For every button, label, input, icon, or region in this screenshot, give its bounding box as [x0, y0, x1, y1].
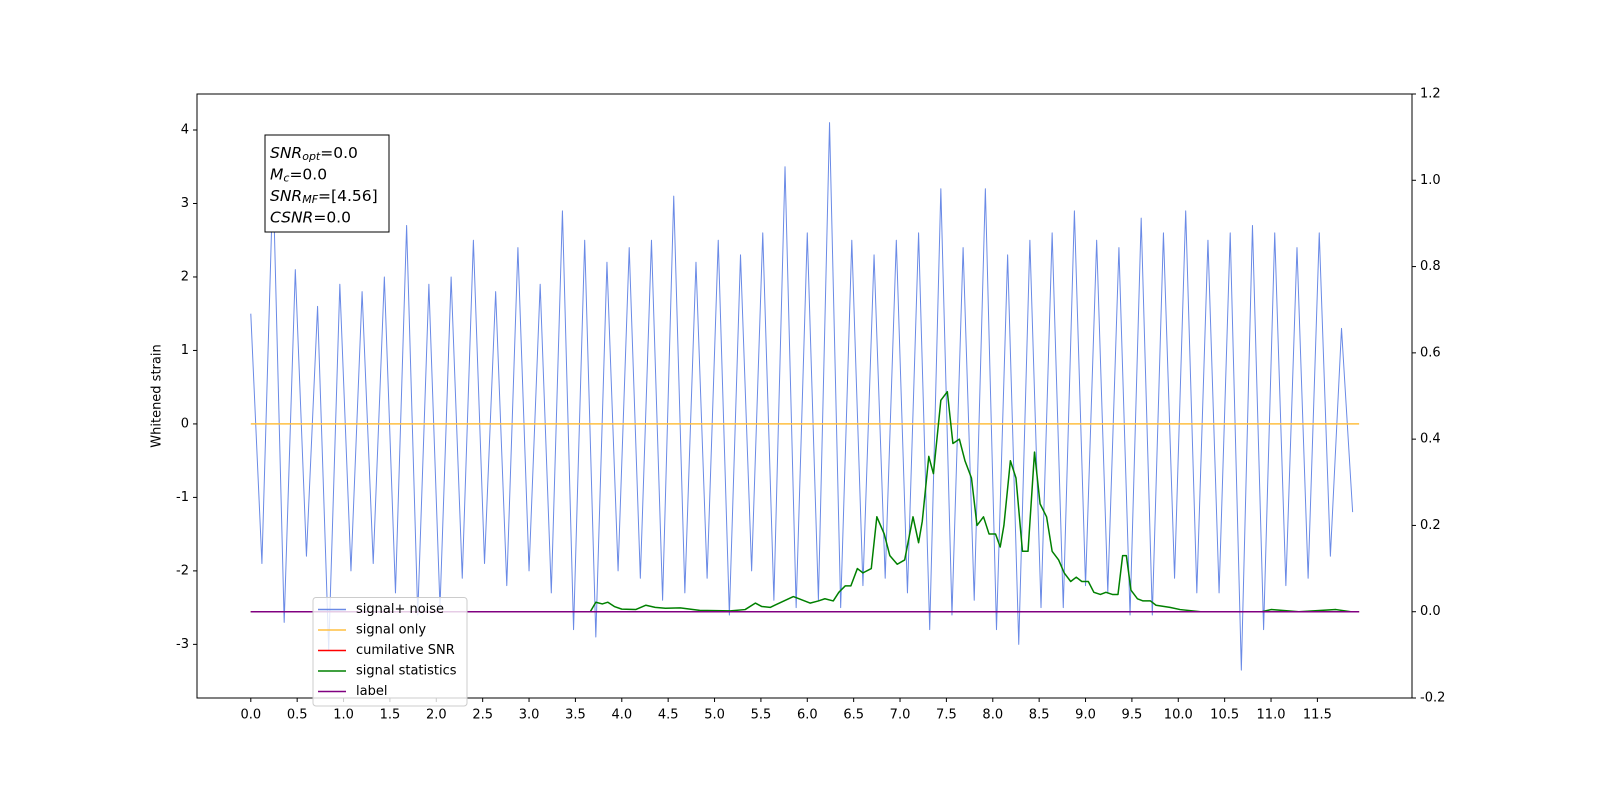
- x-tick-label: 1.0: [333, 708, 354, 723]
- x-tick-label: 8.5: [1029, 708, 1050, 723]
- x-tick-label: 11.5: [1303, 708, 1332, 723]
- y-tick-label: 2: [181, 269, 189, 284]
- x-tick-label: 5.5: [751, 708, 772, 723]
- y-tick-label: -3: [176, 637, 189, 652]
- y2-tick-label: 0.6: [1420, 345, 1441, 360]
- legend-label: cumilative SNR: [356, 643, 455, 658]
- annotation-line: CSNR=0.0: [270, 208, 351, 226]
- x-tick-label: 9.0: [1075, 708, 1096, 723]
- annotation-subscript: c: [283, 172, 289, 185]
- annotation-subscript: MF: [302, 193, 318, 206]
- annotation-symbol: CSNR: [270, 208, 313, 226]
- legend: signal+ noise signal only cumilative SNR si…: [312, 597, 468, 707]
- legend-label: signal only: [356, 623, 426, 638]
- y-tick-label: 0: [181, 416, 189, 431]
- x-tick-label: 1.5: [380, 708, 401, 723]
- x-tick-label: 7.0: [890, 708, 911, 723]
- legend-label: signal statistics: [356, 664, 457, 679]
- series-line: [250, 390, 1351, 613]
- annotation-value: =0.0: [313, 208, 351, 226]
- x-tick-label: 11.0: [1257, 708, 1286, 723]
- y2-tick-label: 0.4: [1420, 432, 1441, 447]
- x-tick-label: 9.5: [1122, 708, 1143, 723]
- annotation-symbol: SNR: [270, 144, 302, 162]
- x-tick-label: 4.0: [611, 708, 632, 723]
- annotation-line: SNRopt=0.0: [270, 144, 358, 164]
- y2-tick-label: 0.2: [1420, 518, 1441, 533]
- x-tick-label: 2.5: [472, 708, 493, 723]
- x-tick-label: 4.5: [658, 708, 679, 723]
- axes-frame: [196, 93, 1413, 699]
- annotation-value: =0.0: [320, 144, 358, 162]
- x-tick-label: 2.0: [426, 708, 447, 723]
- plot-area: [250, 122, 1360, 671]
- x-tick-label: 0.0: [240, 708, 261, 723]
- annotation-symbol: SNR: [270, 187, 302, 205]
- y-tick-label: 3: [181, 196, 189, 211]
- series-line: [250, 122, 1354, 671]
- annotation-symbol: M: [270, 165, 283, 183]
- annotation-value: =[4.56]: [318, 187, 378, 205]
- annotation-line: SNRMF=[4.56]: [270, 187, 378, 207]
- y2-tick-label: 0.8: [1420, 259, 1441, 274]
- x-tick-label: 3.5: [565, 708, 586, 723]
- annotation-subscript: opt: [302, 150, 321, 163]
- y-tick-label: 4: [181, 123, 189, 138]
- y-tick-label: -1: [176, 490, 189, 505]
- y2-tick-label: 1.2: [1420, 87, 1441, 102]
- x-tick-label: 0.5: [287, 708, 308, 723]
- annotation-box: [264, 134, 390, 233]
- x-tick-label: 7.5: [936, 708, 957, 723]
- y-tick-label: -2: [176, 563, 189, 578]
- x-tick-label: 10.0: [1164, 708, 1193, 723]
- annotation-value: =0.0: [289, 165, 327, 183]
- x-tick-label: 5.0: [704, 708, 725, 723]
- y2-tick-label: 0.0: [1420, 604, 1441, 619]
- y-axis-label: Whitened strain: [150, 344, 165, 447]
- legend-box: [312, 597, 468, 707]
- y2-tick-label: -0.2: [1420, 691, 1445, 706]
- legend-label: label: [356, 684, 387, 699]
- annotation-line: Mc=0.0: [270, 165, 327, 185]
- x-tick-label: 8.0: [982, 708, 1003, 723]
- x-tick-label: 6.0: [797, 708, 818, 723]
- x-tick-label: 10.5: [1210, 708, 1239, 723]
- x-tick-label: 3.0: [519, 708, 540, 723]
- y2-tick-label: 1.0: [1420, 173, 1441, 188]
- y-tick-label: 1: [181, 343, 189, 358]
- legend-label: signal+ noise: [356, 602, 444, 617]
- x-tick-label: 6.5: [843, 708, 864, 723]
